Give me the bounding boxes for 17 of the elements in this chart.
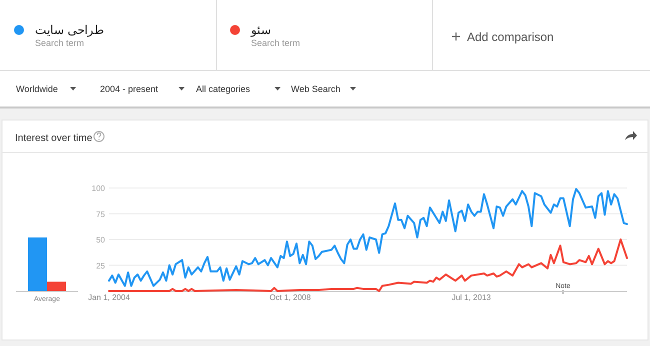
text: 2004 - present bbox=[100, 84, 159, 94]
text: Worldwide bbox=[16, 84, 58, 94]
text: Search term bbox=[251, 38, 300, 48]
y-tick-label: 100 bbox=[92, 184, 106, 193]
legend-label: سئو bbox=[250, 23, 271, 37]
legend-label: طراحی سایت bbox=[35, 23, 104, 37]
text: Web Search bbox=[291, 84, 340, 94]
x-tick-label: Oct 1, 2008 bbox=[269, 293, 312, 302]
y-tick-label: 50 bbox=[96, 236, 106, 244]
chart-title: Interest over time bbox=[15, 133, 93, 144]
text: All categories bbox=[196, 84, 251, 94]
text: Search term bbox=[35, 38, 84, 48]
y-tick-label: 25 bbox=[96, 261, 106, 270]
text: Add comparison bbox=[467, 30, 554, 44]
y-tick-label: 75 bbox=[96, 210, 106, 219]
x-tick-label: Jan 1, 2004 bbox=[88, 293, 130, 302]
x-tick-label: Jul 1, 2013 bbox=[452, 293, 492, 302]
